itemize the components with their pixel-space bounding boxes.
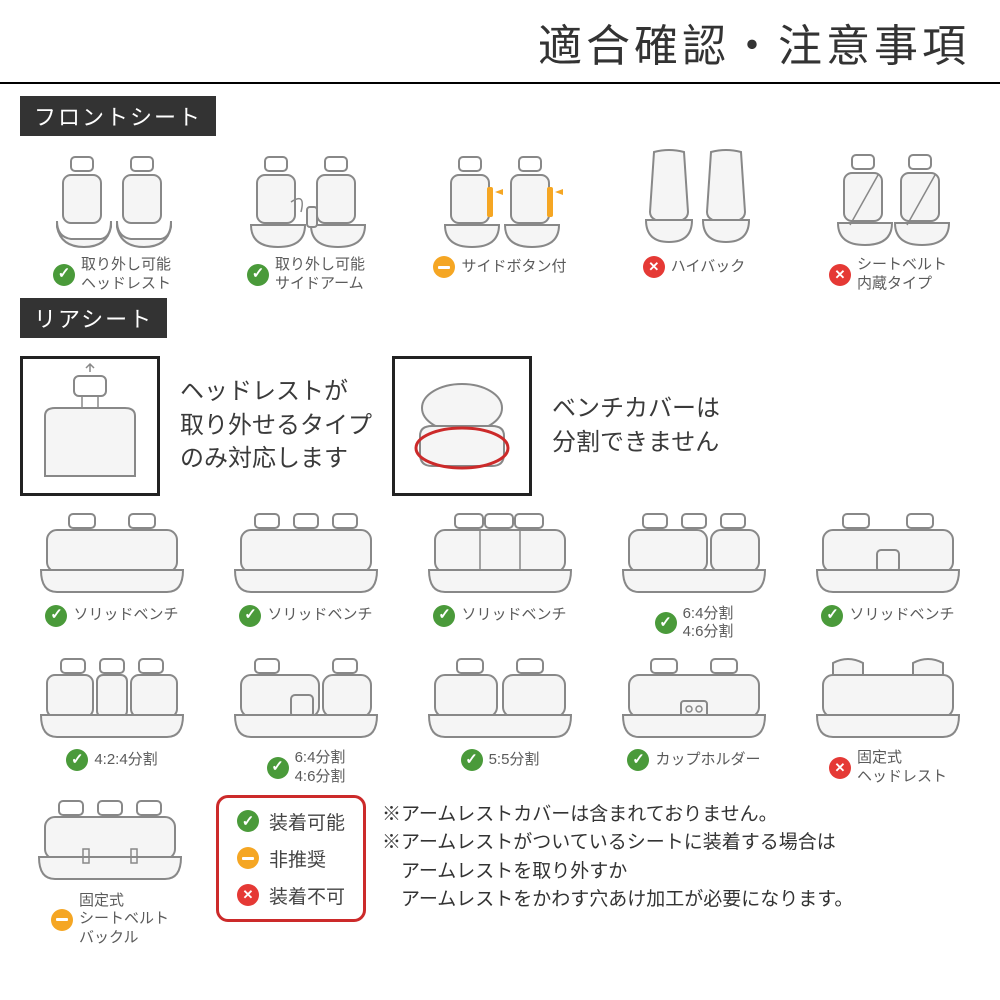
front-item-highback: ハイバック — [602, 144, 786, 294]
rear-item: 6:4分割 4:6分割 — [214, 652, 398, 787]
page: 適合確認・注意事項 フロントシート — [0, 0, 1000, 1000]
label: ハイバック — [671, 258, 745, 277]
status-warn-icon — [51, 909, 73, 931]
rear-item: 固定式 ヘッドレスト — [796, 652, 980, 787]
front-item-sidebutton: サイドボタン付 — [408, 144, 592, 294]
label: 取り外し可能 サイドアーム — [275, 256, 365, 294]
status-ok-icon — [53, 264, 75, 286]
rear-item: ソリッドベンチ — [20, 508, 204, 643]
seat-icon — [226, 144, 386, 254]
front-item-seatbelt: シートベルト 内蔵タイプ — [796, 144, 980, 294]
status-no-icon — [829, 264, 851, 286]
rear-item: カップホルダー — [602, 652, 786, 787]
rear-item: 4:2:4分割 — [20, 652, 204, 787]
status-warn-icon — [433, 256, 455, 278]
bottom-area: 固定式 シートベルト バックル 装着可能 非推奨 装着不可 ※アームレストカバー… — [0, 787, 1000, 948]
label: サイドボタン付 — [461, 258, 566, 277]
rear-item: ソリッドベンチ — [408, 508, 592, 643]
status-no-icon — [829, 757, 851, 779]
seat-icon — [420, 144, 580, 254]
seat-icon — [32, 144, 192, 254]
page-title: 適合確認・注意事項 — [0, 0, 1000, 84]
info-text-2: ベンチカバーは 分割できません — [552, 392, 720, 459]
legend: 装着可能 非推奨 装着不可 — [216, 795, 366, 922]
info-headrest-icon — [20, 356, 160, 496]
label: シートベルト 内蔵タイプ — [857, 256, 947, 294]
info-text-1: ヘッドレストが 取り外せるタイプ のみ対応します — [180, 375, 372, 476]
front-item-headrest: 取り外し可能 ヘッドレスト — [20, 144, 204, 294]
rear-grid: ソリッドベンチ ソリッドベンチ — [0, 508, 1000, 787]
rear-item-buckle: 固定式 シートベルト バックル — [20, 795, 200, 948]
rear-item: ソリッドベンチ — [796, 508, 980, 643]
section-rear-header: リアシート — [20, 298, 167, 338]
section-front-header: フロントシート — [20, 96, 216, 136]
seat-icon — [614, 144, 774, 254]
status-ok-icon — [247, 264, 269, 286]
front-item-sidearm: 取り外し可能 サイドアーム — [214, 144, 398, 294]
label: 取り外し可能 ヘッドレスト — [81, 256, 171, 294]
status-no-icon — [643, 256, 665, 278]
rear-item: 6:4分割 4:6分割 — [602, 508, 786, 643]
seat-icon — [808, 144, 968, 254]
notes-text: ※アームレストカバーは含まれておりません。 ※アームレストがついているシートに装… — [382, 795, 853, 915]
rear-info: ヘッドレストが 取り外せるタイプ のみ対応します ベンチカバーは 分割できません — [0, 346, 1000, 508]
front-row: 取り外し可能 ヘッドレスト — [0, 144, 1000, 294]
info-bench-icon — [392, 356, 532, 496]
rear-item: 5:5分割 — [408, 652, 592, 787]
rear-item: ソリッドベンチ — [214, 508, 398, 643]
status-ok-icon — [45, 605, 67, 627]
